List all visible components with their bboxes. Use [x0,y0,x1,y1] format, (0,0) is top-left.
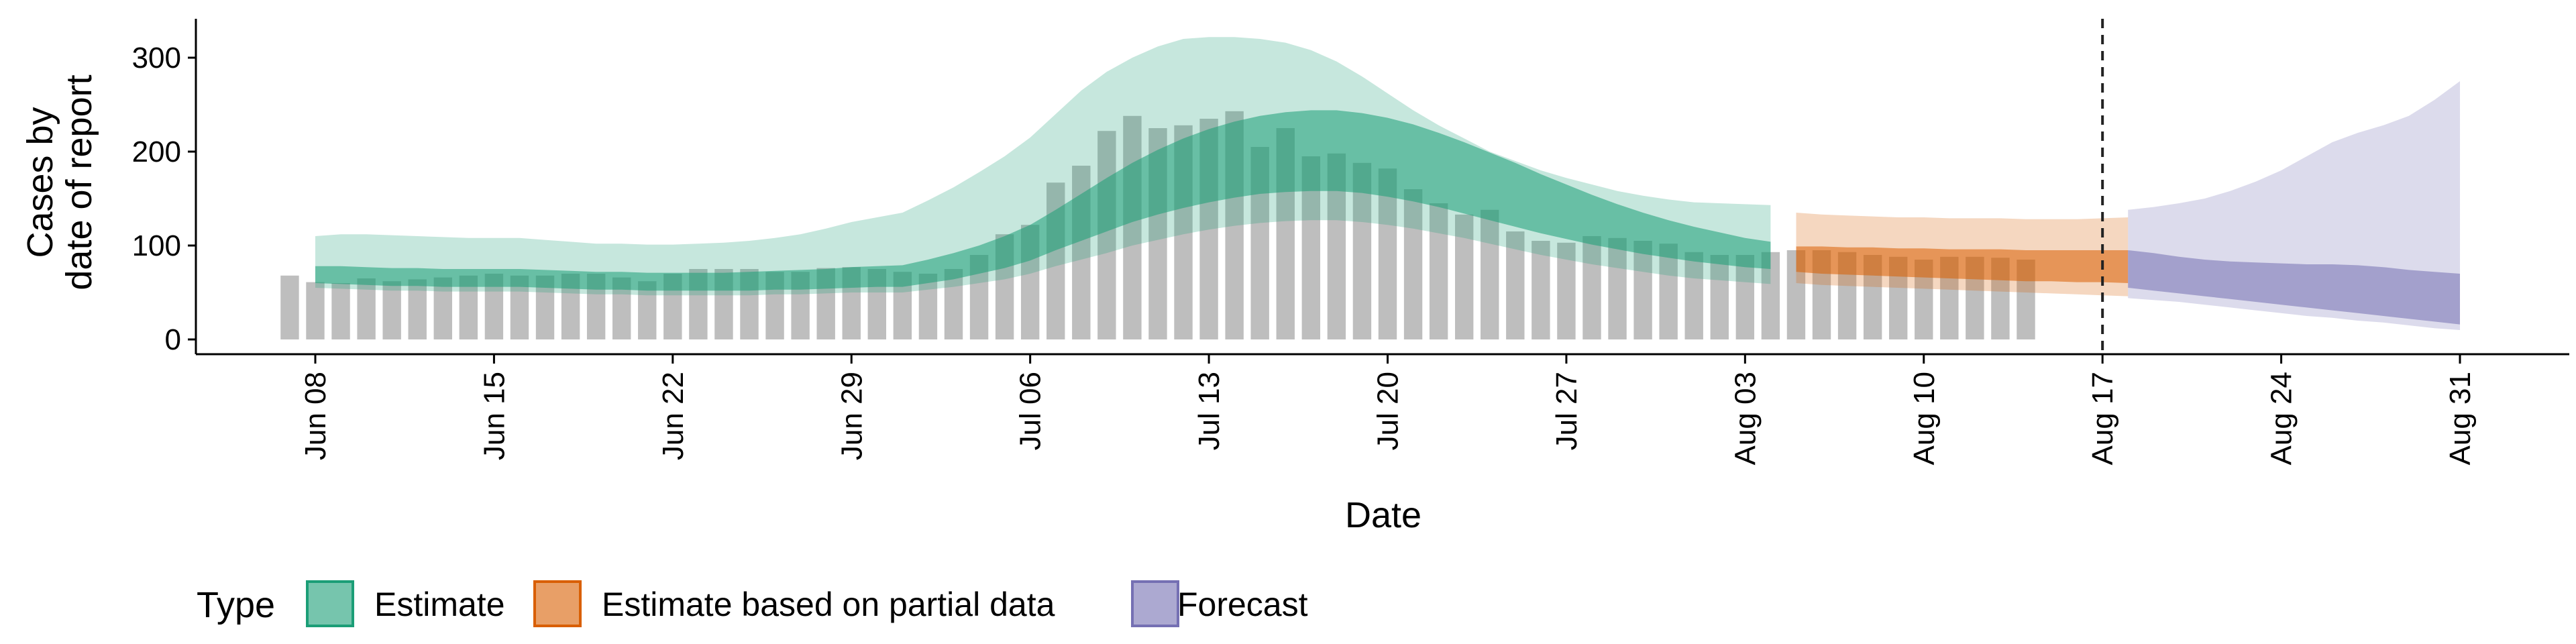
case-bar [382,281,401,339]
x-tick-label: Jul 20 [1372,372,1405,450]
y-tick-label: 300 [132,42,181,74]
legend: Type Estimate Estimate based on partial da… [197,580,1308,627]
x-tick-label: Jun 22 [657,372,690,460]
x-tick-label: Aug 10 [1908,372,1941,465]
case-bar [1481,209,1499,339]
x-tick-label: Jul 27 [1550,372,1583,450]
legend-label: Estimate based on partial data [602,586,1055,623]
case-bar [1684,252,1703,339]
x-tick-label: Jun 15 [478,372,511,460]
x-tick-label: Aug 31 [2444,372,2477,465]
legend-label: Forecast [1177,586,1308,623]
x-tick-label: Jul 06 [1014,372,1047,450]
x-tick-label: Jul 13 [1193,372,1226,450]
y-axis-title-line: Cases by [20,107,60,258]
case-bar [357,278,376,339]
case-bar [1429,203,1448,339]
case-bar [1454,214,1474,339]
ribbon-layer [315,37,2460,330]
case-bar [1582,236,1601,339]
case-bar [1633,241,1652,339]
case-bar [1735,255,1755,339]
case-bar [1557,242,1576,339]
x-tick-label: Aug 17 [2086,372,2119,465]
estimate-50-band [315,110,1771,291]
legend-title: Type [197,585,275,625]
case-bar [1123,115,1142,340]
x-tick-label: Aug 24 [2265,372,2298,465]
legend-label: Estimate [374,586,505,623]
estimate-90-band [315,37,1771,296]
y-tick-label: 0 [165,323,181,356]
case-bar [306,282,325,339]
case-bar [1097,131,1116,339]
case-bar [944,269,963,339]
legend-key [306,580,354,627]
case-bar [918,274,938,339]
case-bar [1532,241,1550,339]
x-tick-label: Jun 08 [299,372,332,460]
case-bar [1403,189,1423,339]
case-bar [638,281,657,339]
case-bar [1710,255,1729,339]
x-tick-label: Jun 29 [835,372,868,460]
case-bar [433,277,452,339]
legend-key [1131,580,1179,627]
y-axis-title: Cases bydate of report [20,74,99,290]
case-bar [1608,237,1627,339]
axes: 0 100 200 300 Jun 08 Jun 15 Jun 22 Jun 29 Jul 06… [20,19,2569,535]
x-tick-label: Aug 03 [1729,372,1762,465]
x-axis-title: Date [1345,495,1421,535]
y-axis-title-line: date of report [59,74,99,290]
legend-key [533,580,582,627]
estimate-based-on-partial-data-50-band [1796,246,2129,283]
case-bar [408,279,427,339]
y-tick-label: 200 [132,136,181,168]
case-bar [1506,231,1525,339]
y-tick-label: 100 [132,229,181,262]
forecast-50-band [2128,250,2460,325]
case-bar [280,275,299,339]
case-bar [1659,244,1678,339]
case-bar [331,283,350,339]
